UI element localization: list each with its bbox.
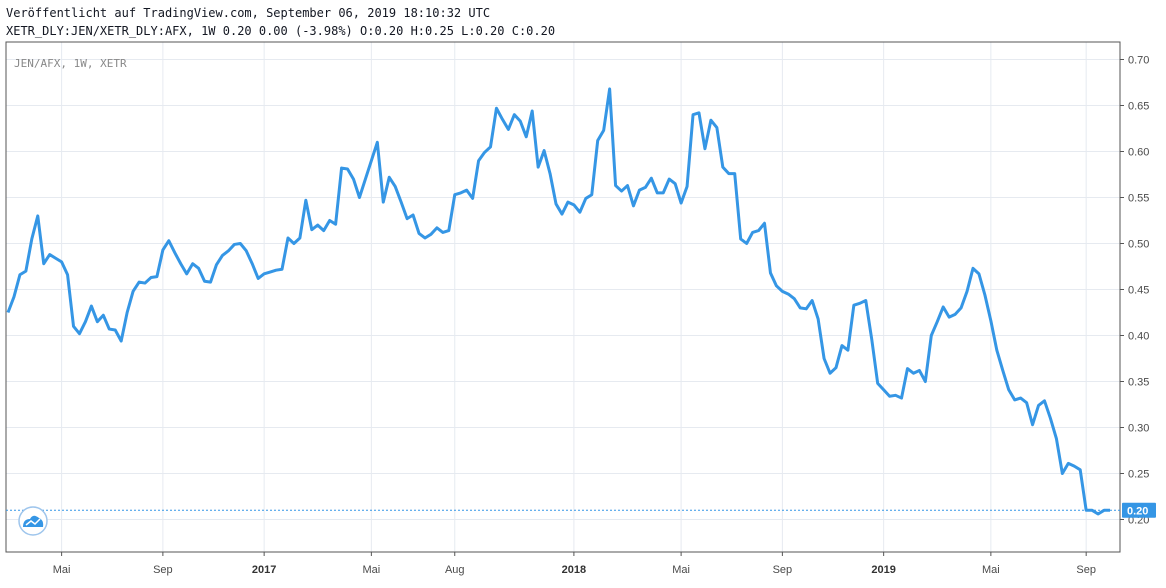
x-tick-label: Mai [362, 564, 380, 576]
price-series-line [6, 87, 1110, 516]
x-tick-label: Aug [445, 564, 465, 576]
chart-grid [6, 42, 1120, 552]
y-tick-label: 0.35 [1128, 377, 1149, 389]
y-tick-label: 0.70 [1128, 55, 1149, 67]
y-tick-label: 0.65 [1128, 101, 1149, 113]
y-tick-label: 0.45 [1128, 285, 1149, 297]
chart-symbol-label: JEN/AFX, 1W, XETR [14, 57, 127, 70]
x-tick-label: Mai [672, 564, 690, 576]
time-axis-ticks: Mai Sep 2017 Mai Aug 2018 Mai Sep 2019 Mai Sep [53, 552, 1096, 576]
x-tick-label: 2018 [562, 564, 586, 576]
symbol-ohlc-line: XETR_DLY:JEN/XETR_DLY:AFX, 1W 0.20 0.00 … [6, 24, 556, 38]
y-tick-label: 0.50 [1128, 239, 1149, 251]
x-tick-label: Mai [982, 564, 1000, 576]
y-tick-label: 0.30 [1128, 423, 1149, 435]
published-caption: Veröffentlicht auf TradingView.com, Sept… [6, 6, 491, 20]
x-tick-label: 2017 [252, 564, 276, 576]
last-price-value: 0.20 [1127, 505, 1148, 517]
x-tick-label: Sep [153, 564, 173, 576]
y-tick-label: 0.40 [1128, 331, 1149, 343]
x-tick-label: 2019 [871, 564, 895, 576]
y-tick-label: 0.25 [1128, 469, 1149, 481]
y-tick-label: 0.60 [1128, 147, 1149, 159]
last-price-badge: 0.20 [1122, 502, 1156, 518]
tradingview-cloud-icon[interactable] [18, 506, 48, 536]
x-tick-label: Sep [1076, 564, 1096, 576]
price-axis-ticks: 0.20 0.25 0.30 0.35 0.40 0.45 0.50 0.55 0.60 0.65… [1120, 55, 1149, 527]
plot-frame [5, 41, 1121, 553]
x-tick-label: Mai [53, 564, 71, 576]
y-tick-label: 0.55 [1128, 193, 1149, 205]
x-tick-label: Sep [773, 564, 793, 576]
